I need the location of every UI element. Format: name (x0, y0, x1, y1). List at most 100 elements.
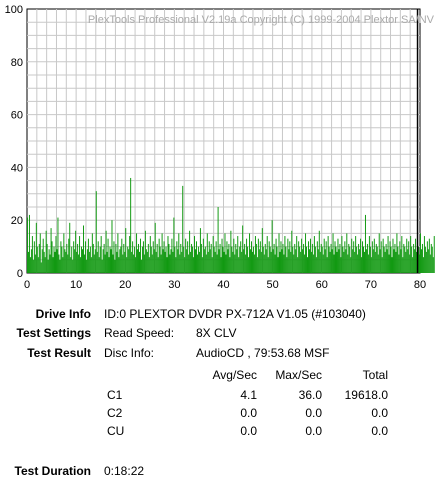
c1-bar (31, 249, 32, 273)
c1-bar (213, 236, 214, 273)
c1-bar (48, 260, 49, 273)
c1-bar (155, 223, 156, 273)
c1-bar (358, 244, 359, 273)
x-tick-label: 70 (365, 279, 377, 291)
c1-bar (203, 239, 204, 273)
c1-bar (159, 239, 160, 273)
c1-bar (278, 257, 279, 273)
x-tick-label: 20 (119, 279, 131, 291)
y-tick-label: 60 (11, 110, 23, 122)
c1-bar (234, 255, 235, 273)
c1-bar (344, 241, 345, 273)
c1-bar (309, 249, 310, 273)
c1-bar (270, 247, 271, 273)
c1-bar (40, 233, 41, 273)
c1-bar (354, 252, 355, 273)
c1-bar (29, 215, 30, 273)
c1-bar (375, 252, 376, 273)
c1-bar (37, 247, 38, 273)
c1-bar (428, 249, 429, 273)
c1-bar (205, 247, 206, 273)
c1-bar (394, 244, 395, 273)
c1-bar (84, 255, 85, 273)
c1-bar (402, 257, 403, 273)
c1-bar (412, 257, 413, 273)
c1-bar (125, 228, 126, 273)
c1-bar (243, 249, 244, 273)
c1-bar (282, 244, 283, 273)
c1-bar (256, 244, 257, 273)
c1-bar (398, 255, 399, 273)
c1-bar (147, 252, 148, 273)
c1-bar (348, 244, 349, 273)
c1-bar (170, 249, 171, 273)
c1-bar (346, 233, 347, 273)
c1-bar (111, 249, 112, 273)
c1-bar (120, 247, 121, 273)
c1-bar (142, 247, 143, 273)
c1-bar (76, 252, 77, 273)
c1-bar (82, 249, 83, 273)
c1-bar (290, 252, 291, 273)
c1-bar (353, 241, 354, 273)
c1-bar (43, 239, 44, 273)
c1-bar (265, 244, 266, 273)
c1-bar (65, 252, 66, 273)
row-name: C2 (107, 406, 122, 420)
c1-bar (323, 255, 324, 273)
c1-bar (98, 241, 99, 273)
c1-bar (154, 249, 155, 273)
c1-bar (52, 241, 53, 273)
c1-bar (34, 241, 35, 273)
c1-bar (144, 255, 145, 273)
c1-bar (220, 244, 221, 273)
c1-bar (165, 252, 166, 273)
c1-bar (254, 255, 255, 273)
c1-bar (252, 252, 253, 273)
c1-bar (107, 252, 108, 273)
c1-bar (53, 257, 54, 273)
c1-bar (334, 255, 335, 273)
c1-bar (187, 241, 188, 273)
c1-bar (211, 244, 212, 273)
c1-bar (422, 244, 423, 273)
c1-bar (201, 244, 202, 273)
c1-bar (305, 233, 306, 273)
x-axis-ticks: 0 10 20 30 40 50 60 70 80 (24, 279, 426, 291)
c1-bar (232, 252, 233, 273)
c1-bar (63, 233, 64, 273)
c1-bar (390, 241, 391, 273)
c1-bar (392, 239, 393, 273)
c1-bar (360, 239, 361, 273)
c1-bar (117, 233, 118, 273)
header-max: Max/Sec (275, 368, 322, 382)
c1-bar (58, 255, 59, 273)
c1-bar (111, 220, 112, 273)
c1-bar (400, 249, 401, 273)
c1-bar (152, 255, 153, 273)
c1-bar (143, 241, 144, 273)
c1-bar (283, 255, 284, 273)
c1-bar (297, 257, 298, 273)
c1-bar (239, 247, 240, 273)
c1-bar (208, 252, 209, 273)
c1-bar (359, 249, 360, 273)
x-tick-label: 50 (267, 279, 279, 291)
c1-bar (136, 233, 137, 273)
c1-bar (250, 249, 251, 273)
c1-bar (384, 247, 385, 273)
c1-bar (161, 255, 162, 273)
c1-bar (315, 247, 316, 273)
c1-bar (138, 244, 139, 273)
c1-bar (236, 249, 237, 273)
c1-bar (310, 239, 311, 273)
c1-bar (66, 244, 67, 273)
c1-bar (103, 249, 104, 273)
c1-bar (381, 241, 382, 273)
c1-bar (54, 247, 55, 273)
c1-bar (253, 247, 254, 273)
c1-bar (371, 257, 372, 273)
c1-bar (413, 244, 414, 273)
c1-bar (92, 233, 93, 273)
test-result-label: Test Result (27, 346, 91, 360)
